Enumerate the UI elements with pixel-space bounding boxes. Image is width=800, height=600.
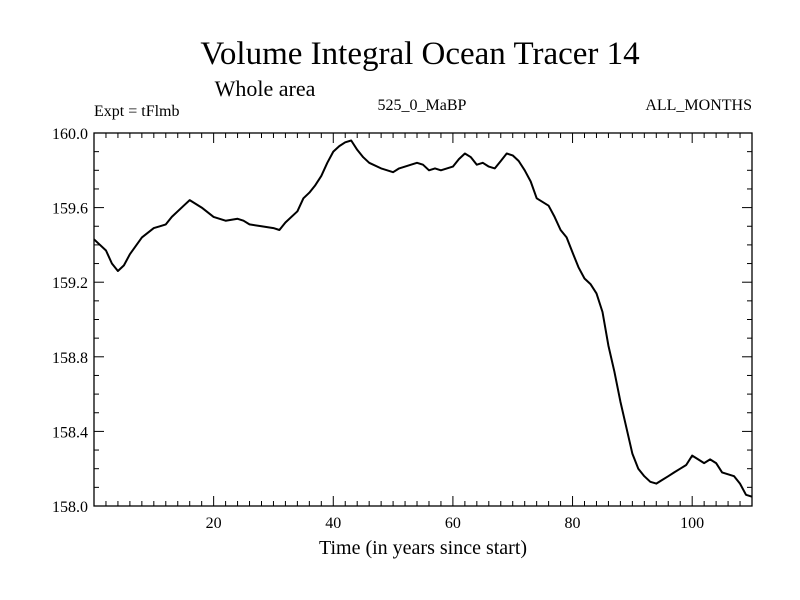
period-label: 525_0_MaBP bbox=[378, 97, 467, 114]
plot-frame bbox=[93, 132, 753, 507]
y-tick-label: 159.2 bbox=[52, 275, 88, 292]
x-tick-label: 20 bbox=[206, 515, 222, 532]
y-tick-label: 158.4 bbox=[52, 424, 88, 441]
months-label: ALL_MONTHS bbox=[645, 97, 752, 114]
x-axis: 20 40 60 80 100 bbox=[105, 133, 753, 532]
chart-subtitle: Whole area bbox=[215, 76, 316, 101]
chart-title: Volume Integral Ocean Tracer 14 bbox=[200, 36, 639, 72]
x-tick-label: 80 bbox=[565, 515, 581, 532]
x-tick-label: 40 bbox=[325, 515, 341, 532]
y-tick-label: 159.6 bbox=[52, 201, 88, 218]
y-tick-label: 158.8 bbox=[52, 350, 88, 367]
y-axis: 158.0 158.4 158.8 159.2 159.6 160.0 bbox=[52, 126, 752, 516]
x-axis-label: Time (in years since start) bbox=[319, 537, 527, 559]
x-tick-label: 100 bbox=[680, 515, 704, 532]
expt-label: Expt = tFlmb bbox=[94, 103, 179, 120]
y-tick-label: 160.0 bbox=[52, 126, 88, 143]
x-tick-label: 60 bbox=[445, 515, 461, 532]
y-tick-label: 158.0 bbox=[52, 499, 88, 516]
series-line bbox=[93, 139, 753, 498]
